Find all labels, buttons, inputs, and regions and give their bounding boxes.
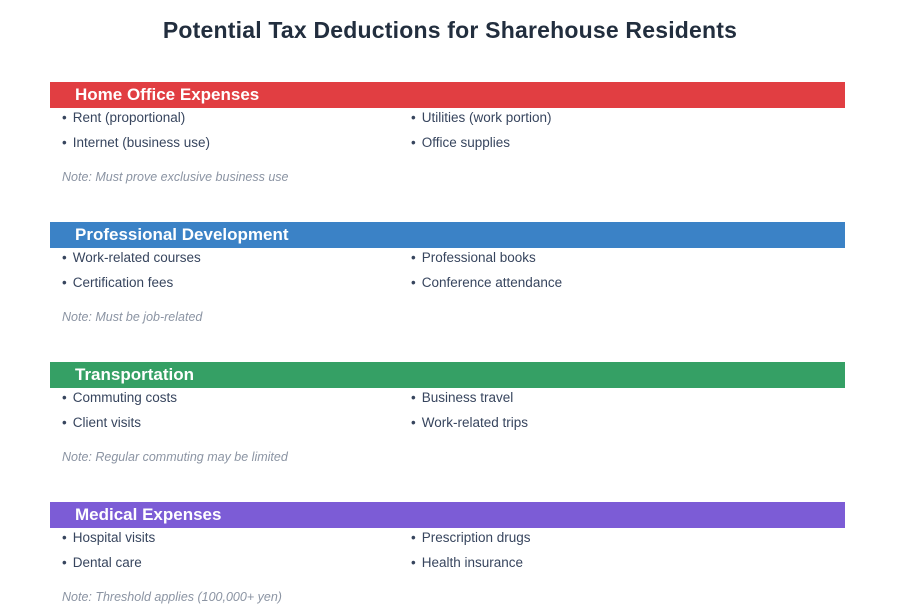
deduction-list: • Commuting costs • Business travel • Clien… [62, 385, 845, 435]
deduction-list: • Hospital visits • Prescription drugs • De… [62, 525, 845, 575]
section-header-bar: Medical Expenses [50, 502, 845, 528]
section-title: Transportation [75, 365, 195, 384]
section-transportation: Transportation • Commuting costs • Busines… [50, 362, 845, 465]
list-item-label: Certification fees [72, 275, 174, 290]
bullet-icon: • [411, 555, 416, 570]
list-item-label: Dental care [72, 555, 142, 570]
list-item-label: Work-related courses [72, 250, 201, 265]
list-item-label: Utilities (work portion) [421, 110, 552, 125]
list-item: • Internet (business use) [62, 130, 411, 155]
list-item: • Commuting costs [62, 385, 411, 410]
list-item: • Prescription drugs [411, 525, 845, 550]
bullet-icon: • [411, 530, 416, 545]
section-header-bar: Professional Development [50, 222, 845, 248]
list-item: • Professional books [411, 245, 845, 270]
list-item-label: Business travel [421, 390, 514, 405]
section-title: Professional Development [75, 225, 289, 244]
bullet-icon: • [62, 415, 67, 430]
list-item-label: Work-related trips [421, 415, 529, 430]
bullet-icon: • [62, 275, 67, 290]
bullet-icon: • [62, 530, 67, 545]
bullet-icon: • [411, 390, 416, 405]
list-item-label: Conference attendance [421, 275, 563, 290]
section-note: Note: Must prove exclusive business use [62, 170, 289, 184]
list-item-label: Rent (proportional) [72, 110, 186, 125]
list-item: • Work-related trips [411, 410, 845, 435]
list-item: • Certification fees [62, 270, 411, 295]
bullet-icon: • [62, 110, 67, 125]
list-item: • Office supplies [411, 130, 845, 155]
section-header-bar: Home Office Expenses [50, 82, 845, 108]
section-title: Home Office Expenses [75, 85, 260, 104]
list-item: • Dental care [62, 550, 411, 575]
bullet-icon: • [62, 135, 67, 150]
list-item-label: Client visits [72, 415, 141, 430]
deduction-list: • Rent (proportional) • Utilities (work po… [62, 105, 845, 155]
list-item-label: Commuting costs [72, 390, 178, 405]
bullet-icon: • [62, 390, 67, 405]
list-item: • Utilities (work portion) [411, 105, 845, 130]
section-medical-expenses: Medical Expenses • Hospital visits • Presc… [50, 502, 845, 605]
section-note: Note: Must be job-related [62, 310, 203, 324]
list-item-label: Internet (business use) [72, 135, 211, 150]
section-professional-development: Professional Development • Work-related c… [50, 222, 845, 325]
list-item-label: Prescription drugs [421, 530, 531, 545]
list-item-label: Office supplies [421, 135, 511, 150]
list-item: • Health insurance [411, 550, 845, 575]
list-item-label: Health insurance [421, 555, 524, 570]
list-item: • Hospital visits [62, 525, 411, 550]
deduction-list: • Work-related courses • Professional book… [62, 245, 845, 295]
list-item-label: Professional books [421, 250, 536, 265]
bullet-icon: • [62, 250, 67, 265]
list-item-label: Hospital visits [72, 530, 156, 545]
bullet-icon: • [411, 135, 416, 150]
list-item: • Work-related courses [62, 245, 411, 270]
section-home-office-expenses: Home Office Expenses • Rent (proportional… [50, 82, 845, 185]
page-title: Potential Tax Deductions for Sharehouse … [162, 17, 738, 43]
bullet-icon: • [411, 110, 416, 125]
bullet-icon: • [411, 250, 416, 265]
section-title: Medical Expenses [75, 505, 222, 524]
section-header-bar: Transportation [50, 362, 845, 388]
bullet-icon: • [411, 415, 416, 430]
bullet-icon: • [411, 275, 416, 290]
list-item: • Client visits [62, 410, 411, 435]
section-note: Note: Regular commuting may be limited [62, 450, 288, 464]
list-item: • Rent (proportional) [62, 105, 411, 130]
bullet-icon: • [62, 555, 67, 570]
list-item: • Conference attendance [411, 270, 845, 295]
list-item: • Business travel [411, 385, 845, 410]
section-note: Note: Threshold applies (100,000+ yen) [62, 590, 282, 604]
